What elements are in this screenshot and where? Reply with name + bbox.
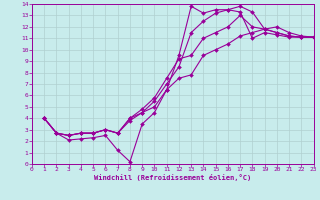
X-axis label: Windchill (Refroidissement éolien,°C): Windchill (Refroidissement éolien,°C) bbox=[94, 174, 252, 181]
